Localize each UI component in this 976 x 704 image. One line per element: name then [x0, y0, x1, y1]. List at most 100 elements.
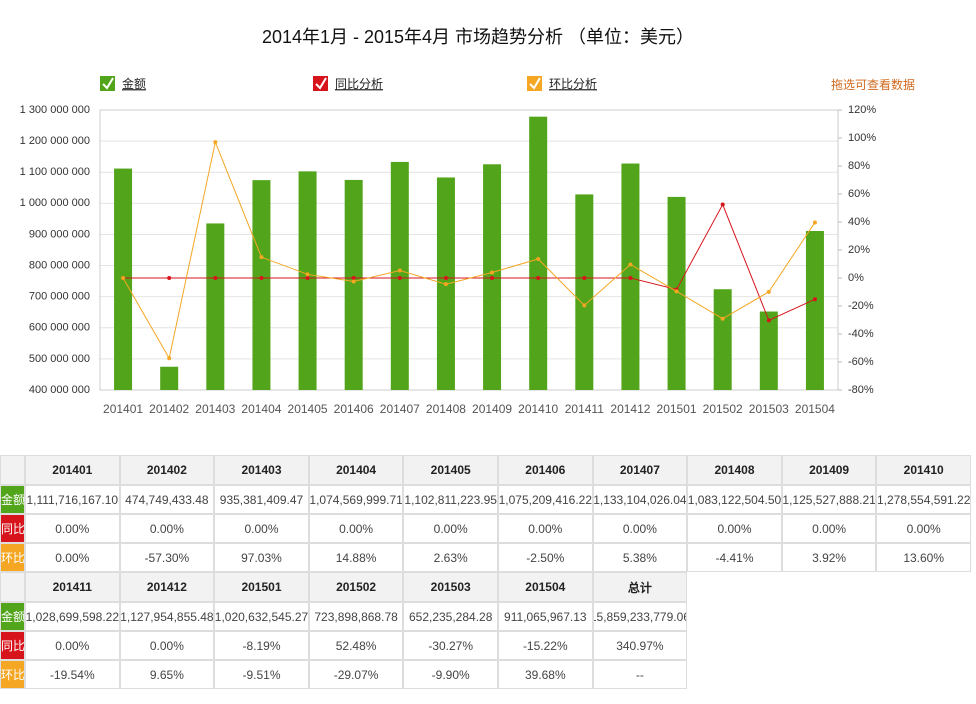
table-cell: 1,020,632,545.27	[214, 602, 309, 631]
table-cell: 0.00%	[25, 514, 120, 543]
y2-tick-label: 60%	[848, 188, 870, 200]
point	[582, 276, 587, 280]
bar	[252, 180, 271, 390]
point	[213, 276, 218, 280]
row-label: 金额	[0, 602, 25, 631]
y2-tick-label: 120%	[848, 104, 876, 116]
table-cell: 1,102,811,223.95	[403, 485, 498, 514]
point	[812, 297, 817, 302]
table-cell: -9.90%	[403, 660, 498, 689]
point	[490, 276, 495, 280]
point	[259, 255, 264, 260]
table-cell: 1,083,122,504.50	[687, 485, 782, 514]
table-cell: 0.00%	[592, 514, 688, 543]
table-cell: 52.48%	[308, 631, 404, 660]
column-header: 201406	[498, 455, 593, 485]
point	[490, 270, 495, 275]
table-cell: 0.00%	[25, 631, 120, 660]
y-tick-label: 1 100 000 000	[20, 166, 90, 178]
x-tick-label: 201504	[795, 402, 835, 416]
table-cell: -2.50%	[498, 543, 593, 572]
table-cell: -9.51%	[214, 660, 309, 689]
bar	[160, 366, 179, 390]
point	[167, 356, 172, 361]
table-cell: -4.41%	[687, 543, 782, 572]
legend-label: 环比分析	[549, 77, 597, 91]
column-header: 201504	[498, 572, 593, 602]
y-tick-label: 700 000 000	[29, 291, 90, 303]
x-tick-label: 201406	[334, 402, 374, 416]
bar	[206, 223, 225, 390]
column-header: 201501	[214, 572, 309, 602]
table-cell: 39.68%	[498, 660, 593, 689]
y2-tick-label: 80%	[848, 160, 870, 172]
table-cell: 1,127,954,855.48	[119, 602, 215, 631]
column-header: 201412	[119, 572, 215, 602]
table-cell: 0.00%	[25, 543, 120, 572]
table-cell: 15,859,233,779.06	[592, 602, 688, 631]
column-header: 201407	[592, 455, 688, 485]
row-label: 同比	[0, 631, 25, 660]
table-cell: 1,028,699,598.22	[25, 602, 120, 631]
column-header: 201503	[403, 572, 498, 602]
table-cell: 97.03%	[214, 543, 309, 572]
table-cell: -57.30%	[119, 543, 215, 572]
line	[123, 203, 816, 322]
point	[720, 202, 725, 207]
table-cell: -30.27%	[403, 631, 498, 660]
y2-tick-label: -60%	[848, 356, 874, 368]
point	[582, 303, 587, 308]
point	[397, 276, 402, 280]
table-cell: 3.92%	[781, 543, 877, 572]
table-cell: 0.00%	[214, 514, 309, 543]
chart-title: 2014年1月 - 2015年4月 市场趋势分析 （单位：美元）	[262, 27, 694, 47]
point	[259, 276, 264, 280]
column-header: 201410	[876, 455, 971, 485]
annotation: 拖选可查看数据	[831, 77, 915, 92]
row-label: 环比	[0, 543, 25, 572]
point	[766, 289, 771, 294]
table-cell: 14.88%	[308, 543, 404, 572]
row-label: 金额	[0, 485, 25, 514]
table-cell: 5.38%	[592, 543, 688, 572]
bar	[298, 171, 317, 390]
point	[351, 279, 356, 284]
y-tick-label: 400 000 000	[29, 384, 90, 396]
table-cell: 474,749,433.48	[119, 485, 215, 514]
y-tick-label: 1 000 000 000	[20, 197, 90, 209]
y-tick-label: 500 000 000	[29, 353, 90, 365]
table-cell: 935,381,409.47	[214, 485, 309, 514]
x-tick-label: 201412	[610, 402, 650, 416]
point	[720, 316, 725, 321]
table-cell: --	[592, 660, 688, 689]
plot-border	[99, 109, 839, 391]
legend-check	[102, 77, 114, 90]
column-header: 201401	[25, 455, 120, 485]
x-tick-label: 201503	[749, 402, 789, 416]
y2-tick-label: -20%	[848, 300, 874, 312]
bar	[713, 289, 732, 390]
column-header: 总计	[592, 572, 688, 602]
y-tick-label: 800 000 000	[29, 259, 90, 271]
y-tick-label: 1 300 000 000	[20, 104, 90, 116]
bar	[344, 179, 363, 390]
bar	[667, 196, 686, 390]
x-tick-label: 201502	[703, 402, 743, 416]
legend-check	[315, 77, 327, 90]
line	[122, 140, 816, 360]
column-header: 201502	[308, 572, 404, 602]
column-header: 201411	[25, 572, 120, 602]
table-cell: -19.54%	[25, 660, 120, 689]
x-tick-label: 201401	[103, 402, 143, 416]
bar	[575, 194, 594, 390]
y-tick-label: 900 000 000	[29, 228, 90, 240]
table-cell: 0.00%	[403, 514, 498, 543]
y2-tick-label: 100%	[848, 132, 876, 144]
point	[167, 276, 172, 280]
point	[628, 276, 633, 280]
point	[628, 262, 633, 267]
table-cell: 0.00%	[876, 514, 971, 543]
x-tick-label: 201407	[380, 402, 420, 416]
bar	[390, 161, 409, 390]
